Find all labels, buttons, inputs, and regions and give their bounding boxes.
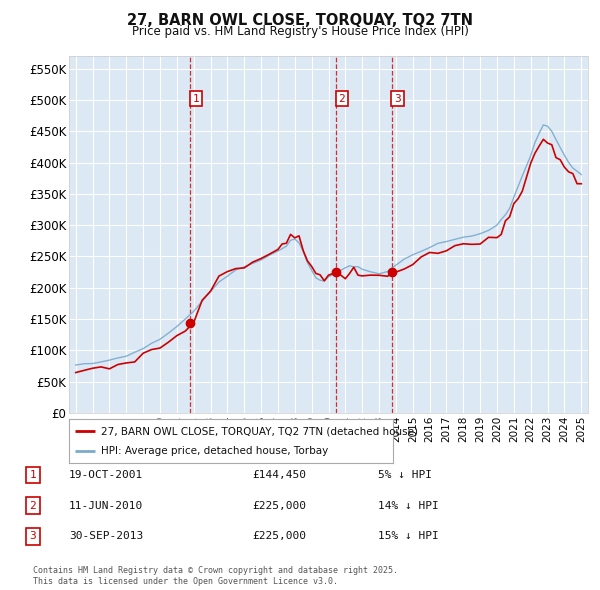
- Text: 2: 2: [338, 94, 346, 104]
- Text: 3: 3: [394, 94, 401, 104]
- Text: 2: 2: [29, 501, 37, 510]
- Text: 1: 1: [29, 470, 37, 480]
- Text: HPI: Average price, detached house, Torbay: HPI: Average price, detached house, Torb…: [101, 446, 329, 455]
- Text: 19-OCT-2001: 19-OCT-2001: [69, 470, 143, 480]
- Text: 11-JUN-2010: 11-JUN-2010: [69, 501, 143, 510]
- Text: Contains HM Land Registry data © Crown copyright and database right 2025.
This d: Contains HM Land Registry data © Crown c…: [33, 566, 398, 586]
- Text: 27, BARN OWL CLOSE, TORQUAY, TQ2 7TN: 27, BARN OWL CLOSE, TORQUAY, TQ2 7TN: [127, 13, 473, 28]
- Text: Price paid vs. HM Land Registry's House Price Index (HPI): Price paid vs. HM Land Registry's House …: [131, 25, 469, 38]
- Text: 30-SEP-2013: 30-SEP-2013: [69, 532, 143, 541]
- Text: 1: 1: [193, 94, 200, 104]
- Text: 14% ↓ HPI: 14% ↓ HPI: [378, 501, 439, 510]
- Text: 5% ↓ HPI: 5% ↓ HPI: [378, 470, 432, 480]
- Text: 27, BARN OWL CLOSE, TORQUAY, TQ2 7TN (detached house): 27, BARN OWL CLOSE, TORQUAY, TQ2 7TN (de…: [101, 427, 418, 436]
- Text: 15% ↓ HPI: 15% ↓ HPI: [378, 532, 439, 541]
- Text: £144,450: £144,450: [252, 470, 306, 480]
- Text: 3: 3: [29, 532, 37, 541]
- Text: £225,000: £225,000: [252, 501, 306, 510]
- Text: £225,000: £225,000: [252, 532, 306, 541]
